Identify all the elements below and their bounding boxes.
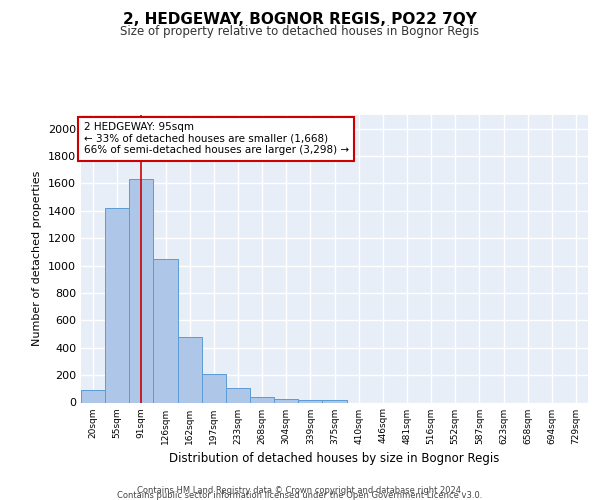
Bar <box>129 180 154 402</box>
Text: 2 HEDGEWAY: 95sqm
← 33% of detached houses are smaller (1,668)
66% of semi-detac: 2 HEDGEWAY: 95sqm ← 33% of detached hous… <box>83 122 349 156</box>
Bar <box>274 398 298 402</box>
Text: Size of property relative to detached houses in Bognor Regis: Size of property relative to detached ho… <box>121 25 479 38</box>
Bar <box>81 390 105 402</box>
Bar <box>298 400 322 402</box>
Bar <box>202 374 226 402</box>
Y-axis label: Number of detached properties: Number of detached properties <box>32 171 43 346</box>
Text: Contains HM Land Registry data © Crown copyright and database right 2024.: Contains HM Land Registry data © Crown c… <box>137 486 463 495</box>
Bar <box>250 397 274 402</box>
X-axis label: Distribution of detached houses by size in Bognor Regis: Distribution of detached houses by size … <box>169 452 500 465</box>
Bar <box>226 388 250 402</box>
Bar <box>322 400 347 402</box>
Bar <box>178 337 202 402</box>
Text: Contains public sector information licensed under the Open Government Licence v3: Contains public sector information licen… <box>118 491 482 500</box>
Bar <box>154 259 178 402</box>
Text: 2, HEDGEWAY, BOGNOR REGIS, PO22 7QY: 2, HEDGEWAY, BOGNOR REGIS, PO22 7QY <box>123 12 477 28</box>
Bar <box>105 208 129 402</box>
